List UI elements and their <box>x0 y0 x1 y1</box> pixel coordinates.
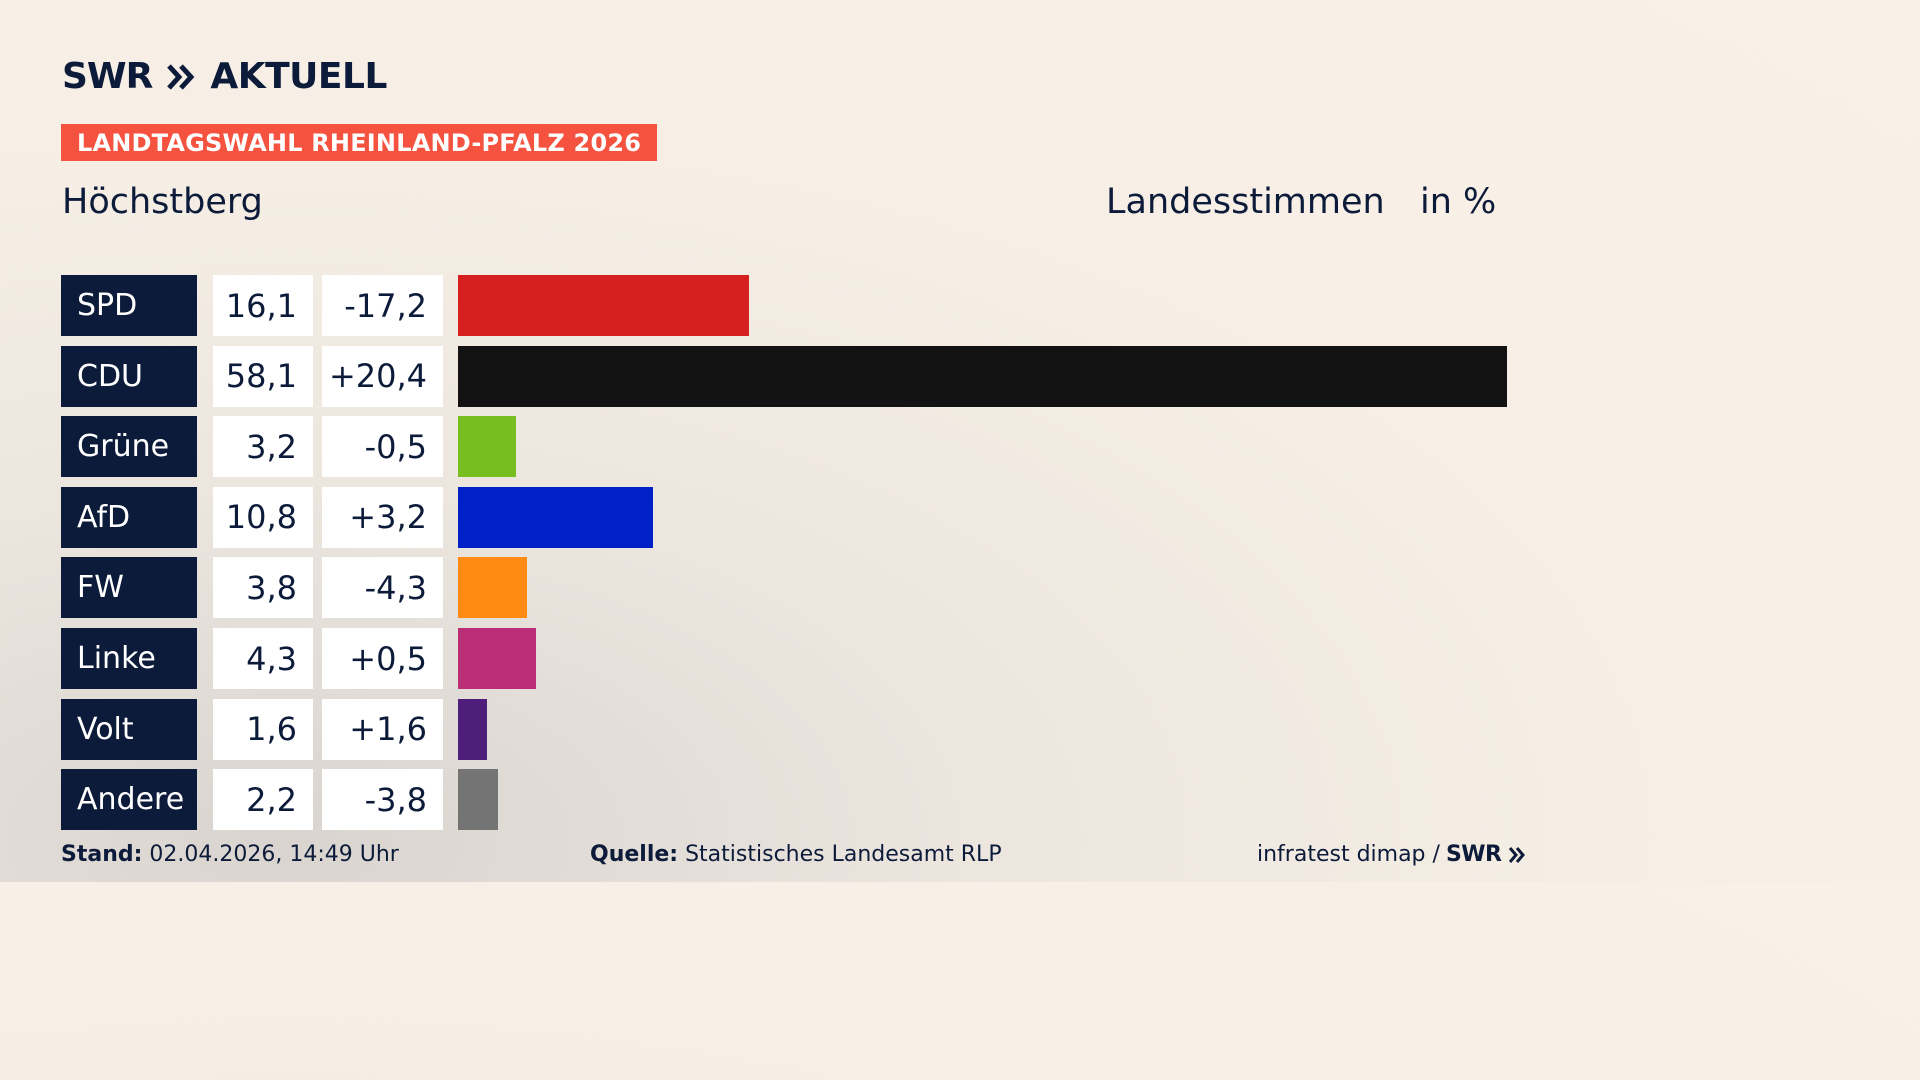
vote-share-value: 3,2 <box>213 416 313 478</box>
party-label: Volt <box>61 698 197 760</box>
double-chevron-icon <box>167 63 195 90</box>
result-row-volt: Volt 1,6 +1,6 <box>61 698 1508 760</box>
bar-andere <box>458 769 498 831</box>
bar-cdu <box>458 345 1507 407</box>
vote-share-change: +0,5 <box>322 628 443 689</box>
credit: infratest dimap / SWR <box>1257 842 1526 867</box>
result-row-andere: Andere 2,2 -3,8 <box>61 769 1508 831</box>
source-value: Statistisches Landesamt RLP <box>685 842 1002 867</box>
double-chevron-small-icon <box>1508 846 1525 863</box>
swr-aktuell-logo: SWR AKTUELL <box>62 56 387 97</box>
bar-fw <box>458 557 527 619</box>
party-label: Grüne <box>61 416 197 478</box>
stand-label: Stand: <box>61 842 143 867</box>
result-row-afd: AfD 10,8 +3,2 <box>61 486 1508 548</box>
result-row-linke: Linke 4,3 +0,5 <box>61 628 1508 689</box>
result-row-cdu: CDU 58,1 +20,4 <box>61 345 1508 407</box>
vote-share-value: 2,2 <box>213 769 313 831</box>
vote-share-value: 4,3 <box>213 628 313 689</box>
result-row-fw: FW 3,8 -4,3 <box>61 557 1508 619</box>
result-row-grüne: Grüne 3,2 -0,5 <box>61 416 1508 478</box>
vote-share-value: 58,1 <box>213 345 313 407</box>
stand-value: 02.04.2026, 14:49 Uhr <box>149 842 399 867</box>
bar-afd <box>458 486 653 548</box>
source: Quelle: Statistisches Landesamt RLP <box>590 842 1002 867</box>
vote-share-change: -3,8 <box>322 769 443 831</box>
result-row-spd: SPD 16,1 -17,2 <box>61 275 1508 336</box>
bar-linke <box>458 628 536 689</box>
swr-logo-text: SWR <box>62 56 153 97</box>
vote-share-change: -4,3 <box>322 557 443 619</box>
vote-share-change: +20,4 <box>322 345 443 407</box>
bar-grüne <box>458 416 516 478</box>
party-label: Andere <box>61 769 197 831</box>
party-label: CDU <box>61 345 197 407</box>
party-label: FW <box>61 557 197 619</box>
unit-label: in % <box>1420 182 1497 222</box>
measure-label: Landesstimmen <box>1106 182 1385 222</box>
vote-share-change: -0,5 <box>322 416 443 478</box>
vote-share-change: +3,2 <box>322 486 443 548</box>
vote-share-change: -17,2 <box>322 275 443 336</box>
vote-share-value: 3,8 <box>213 557 313 619</box>
election-banner: LANDTAGSWAHL RHEINLAND-PFALZ 2026 <box>61 124 658 161</box>
swr-small-logo-text: SWR <box>1445 842 1502 867</box>
vote-share-value: 1,6 <box>213 698 313 760</box>
party-label: Linke <box>61 628 197 689</box>
party-label: SPD <box>61 275 197 336</box>
bar-volt <box>458 698 487 760</box>
vote-share-change: +1,6 <box>322 698 443 760</box>
bar-spd <box>458 275 749 336</box>
vote-share-value: 16,1 <box>213 275 313 336</box>
party-label: AfD <box>61 486 197 548</box>
aktuell-logo-text: AKTUELL <box>210 56 387 97</box>
credit-text: infratest dimap / <box>1257 842 1440 867</box>
vote-share-value: 10,8 <box>213 486 313 548</box>
source-label: Quelle: <box>590 842 679 867</box>
timestamp: Stand: 02.04.2026, 14:49 Uhr <box>61 842 399 867</box>
location-title: Höchstberg <box>62 182 263 222</box>
